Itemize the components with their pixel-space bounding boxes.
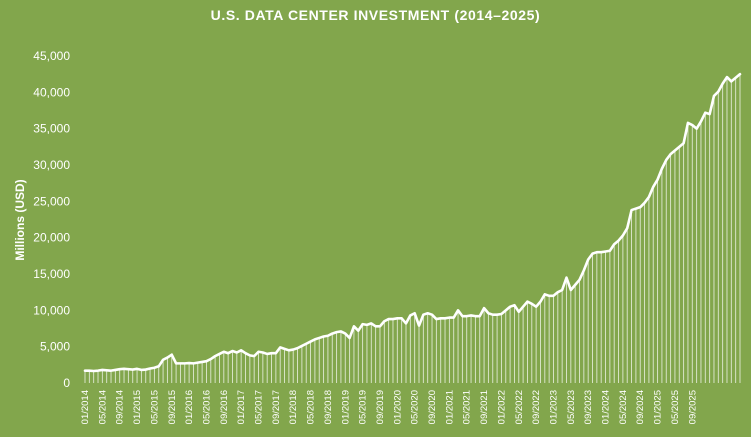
y-tick-label: 40,000 [33, 85, 70, 99]
x-tick-label: 05/2014 [97, 390, 108, 424]
drop-lines [84, 74, 741, 383]
x-tick-label: 05/2019 [358, 390, 369, 424]
x-tick-label: 05/2022 [514, 390, 525, 424]
x-tick-label: 01/2018 [288, 390, 299, 424]
y-tick-label: 15,000 [33, 267, 70, 281]
x-tick-label: 09/2022 [531, 390, 542, 424]
x-tick-label: 01/2014 [80, 390, 91, 424]
x-tick-label: 09/2021 [479, 390, 490, 424]
x-tick-label: 09/2018 [323, 390, 334, 424]
y-tick-label: 20,000 [33, 231, 70, 245]
x-tick-label: 09/2017 [271, 390, 282, 424]
y-axis-ticks: 0 5,000 10,000 15,000 20,000 25,000 30,000 35,0… [33, 49, 70, 390]
x-tick-label: 01/2017 [236, 390, 247, 424]
x-tick-label: 09/2023 [583, 390, 594, 424]
x-tick-label: 09/2020 [427, 390, 438, 424]
x-tick-label: 01/2025 [653, 390, 664, 424]
x-tick-label: 09/2016 [219, 390, 230, 424]
x-tick-label: 09/2014 [115, 390, 126, 424]
x-tick-label: 01/2016 [184, 390, 195, 424]
series-line [83, 72, 742, 373]
x-tick-label: 01/2020 [392, 390, 403, 424]
y-tick-label: 25,000 [33, 194, 70, 208]
x-tick-label: 01/2015 [132, 390, 143, 424]
x-tick-label: 01/2022 [496, 390, 507, 424]
x-tick-label: 05/2023 [566, 390, 577, 424]
x-tick-label: 09/2024 [635, 390, 646, 424]
x-tick-label: 05/2021 [462, 390, 473, 424]
x-axis-ticks: 01/2014 05/2014 09/2014 01/2015 05/2015 09/20… [80, 390, 698, 424]
x-tick-label: 05/2025 [670, 390, 681, 424]
x-tick-label: 01/2019 [340, 390, 351, 424]
y-tick-label: 30,000 [33, 158, 70, 172]
y-tick-label: 0 [63, 376, 70, 390]
x-tick-label: 05/2018 [306, 390, 317, 424]
y-tick-label: 35,000 [33, 122, 70, 136]
x-tick-label: 01/2023 [548, 390, 559, 424]
y-axis-label: Millions (USD) [13, 179, 27, 260]
x-tick-label: 09/2019 [375, 390, 386, 424]
x-tick-label: 05/2020 [410, 390, 421, 424]
y-tick-label: 45,000 [33, 49, 70, 63]
x-tick-label: 05/2015 [149, 390, 160, 424]
x-tick-label: 09/2025 [687, 390, 698, 424]
x-tick-label: 05/2024 [618, 390, 629, 424]
x-tick-label: 05/2016 [201, 390, 212, 424]
y-tick-label: 5,000 [40, 340, 70, 354]
y-tick-label: 10,000 [33, 303, 70, 317]
x-tick-label: 01/2021 [444, 390, 455, 424]
x-tick-label: 01/2024 [601, 390, 612, 424]
chart-title: U.S. DATA CENTER INVESTMENT (2014–2025) [211, 7, 541, 23]
x-tick-label: 05/2017 [254, 390, 265, 424]
x-tick-label: 09/2015 [167, 390, 178, 424]
